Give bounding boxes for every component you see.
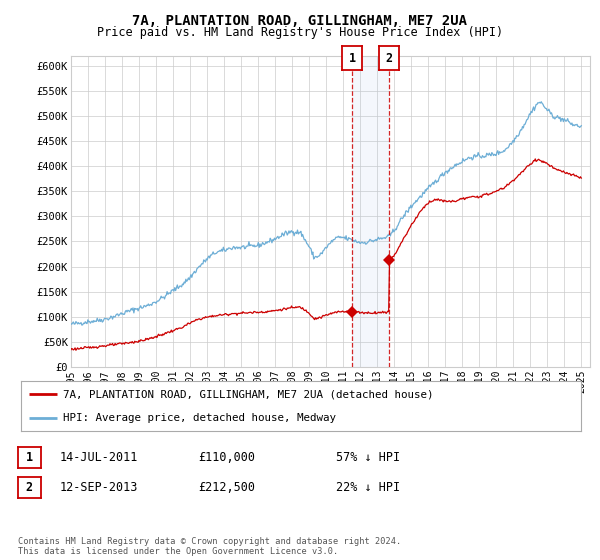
Text: 2: 2 — [26, 480, 33, 494]
Text: Contains HM Land Registry data © Crown copyright and database right 2024.
This d: Contains HM Land Registry data © Crown c… — [18, 536, 401, 556]
Text: 7A, PLANTATION ROAD, GILLINGHAM, ME7 2UA: 7A, PLANTATION ROAD, GILLINGHAM, ME7 2UA — [133, 14, 467, 28]
Text: 1: 1 — [349, 52, 356, 65]
Text: 12-SEP-2013: 12-SEP-2013 — [60, 480, 139, 494]
Text: HPI: Average price, detached house, Medway: HPI: Average price, detached house, Medw… — [63, 413, 336, 423]
Text: 1: 1 — [26, 451, 33, 464]
Text: £110,000: £110,000 — [198, 451, 255, 464]
Bar — [352, 56, 389, 367]
Text: 7A, PLANTATION ROAD, GILLINGHAM, ME7 2UA (detached house): 7A, PLANTATION ROAD, GILLINGHAM, ME7 2UA… — [63, 389, 433, 399]
Text: £212,500: £212,500 — [198, 480, 255, 494]
Text: 14-JUL-2011: 14-JUL-2011 — [60, 451, 139, 464]
Text: 57% ↓ HPI: 57% ↓ HPI — [336, 451, 400, 464]
Text: 22% ↓ HPI: 22% ↓ HPI — [336, 480, 400, 494]
Text: Price paid vs. HM Land Registry's House Price Index (HPI): Price paid vs. HM Land Registry's House … — [97, 26, 503, 39]
Text: 2: 2 — [386, 52, 393, 65]
